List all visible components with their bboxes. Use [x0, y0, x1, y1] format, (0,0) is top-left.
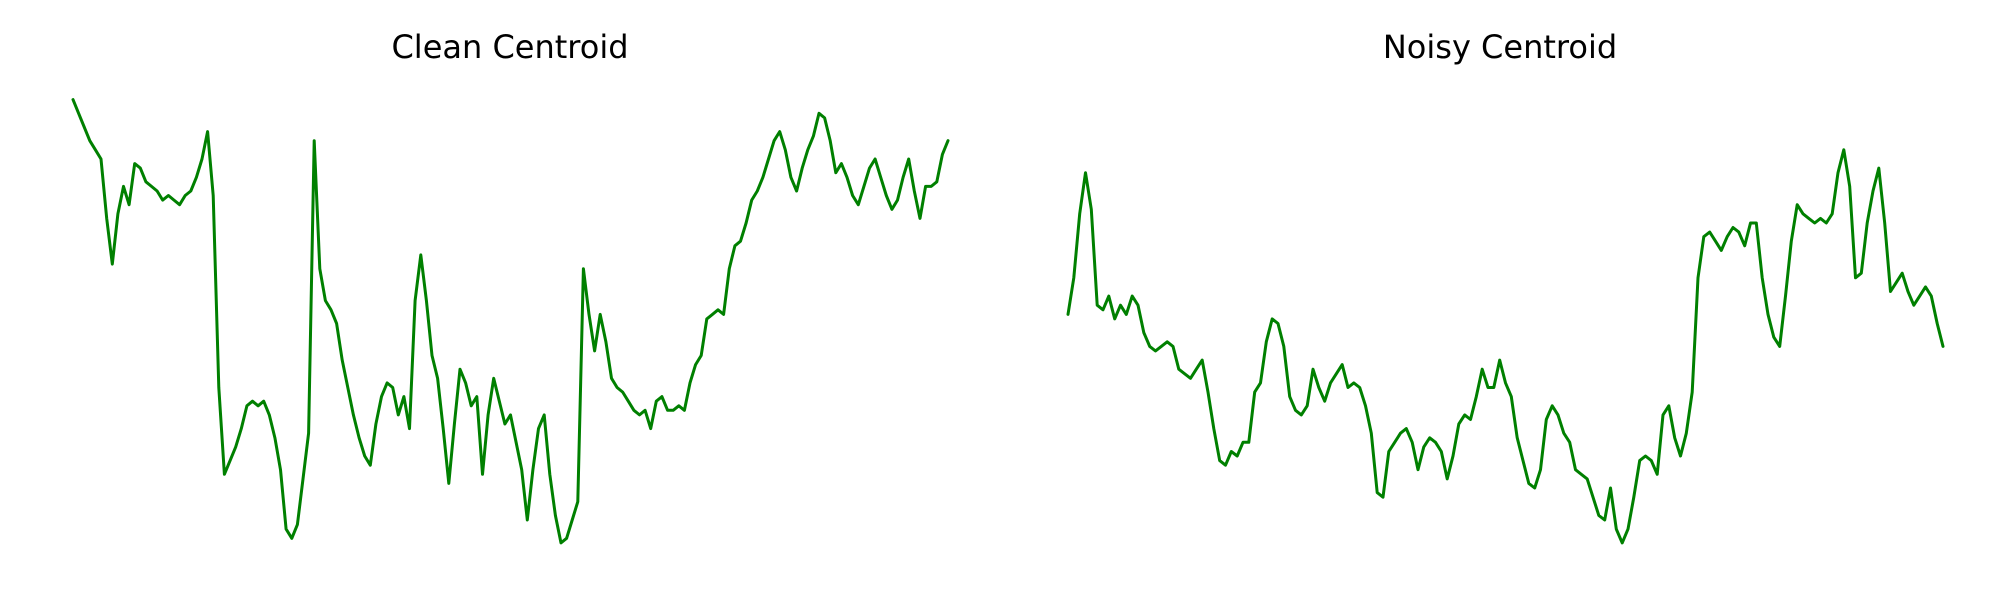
series-line — [71, 98, 950, 545]
chart-noisy-centroid: Noisy Centroid — [1066, 28, 1945, 545]
chart-title: Clean Centroid — [391, 28, 628, 66]
chart-clean-centroid: Clean Centroid — [71, 28, 950, 545]
chart-title: Noisy Centroid — [1383, 28, 1617, 66]
series-line — [1066, 148, 1945, 545]
